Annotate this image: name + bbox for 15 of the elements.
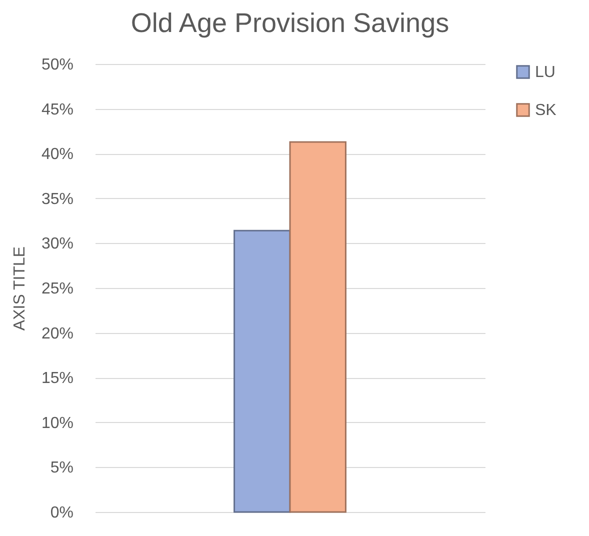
y-tick-label: 35% (41, 190, 74, 208)
legend-label: SK (535, 102, 557, 119)
y-tick-label: 0% (50, 504, 74, 522)
y-tick-label: 45% (41, 101, 74, 118)
y-tick-label: 40% (41, 146, 74, 164)
y-tick-label: 10% (41, 414, 74, 432)
y-tick-label: 25% (41, 280, 74, 298)
chart-title: Old Age Provision Savings (130, 8, 450, 38)
y-tick-label: 30% (41, 236, 74, 253)
legend-label: LU (535, 64, 556, 81)
y-tick-label: 15% (41, 370, 74, 388)
y-tick-label: 20% (41, 325, 74, 342)
y-tick-label: 50% (41, 56, 74, 74)
y-axis-title: AXIS TITLE (11, 246, 28, 331)
y-tick-label: 5% (50, 460, 74, 477)
